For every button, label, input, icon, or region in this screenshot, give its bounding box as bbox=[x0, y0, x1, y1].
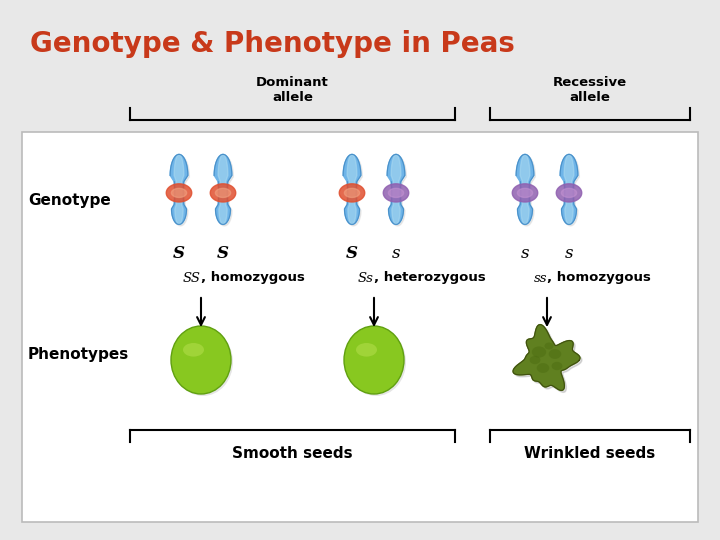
Ellipse shape bbox=[532, 346, 546, 357]
Ellipse shape bbox=[356, 343, 377, 356]
Polygon shape bbox=[562, 188, 577, 198]
Text: Dominant
allele: Dominant allele bbox=[256, 76, 329, 104]
Text: , heterozygous: , heterozygous bbox=[374, 272, 486, 285]
Ellipse shape bbox=[344, 326, 404, 394]
Text: S: S bbox=[173, 245, 185, 261]
Text: Smooth seeds: Smooth seeds bbox=[232, 446, 353, 461]
Text: , homozygous: , homozygous bbox=[547, 272, 651, 285]
Text: Ss: Ss bbox=[358, 272, 374, 285]
Text: Genotype & Phenotype in Peas: Genotype & Phenotype in Peas bbox=[30, 30, 515, 58]
Polygon shape bbox=[520, 154, 530, 225]
Polygon shape bbox=[387, 154, 405, 225]
Ellipse shape bbox=[183, 343, 204, 356]
Polygon shape bbox=[389, 156, 406, 226]
Text: Genotype: Genotype bbox=[28, 192, 111, 207]
Polygon shape bbox=[560, 154, 578, 225]
Polygon shape bbox=[171, 188, 186, 198]
Polygon shape bbox=[174, 154, 184, 225]
Polygon shape bbox=[170, 154, 188, 225]
FancyBboxPatch shape bbox=[22, 132, 698, 522]
Text: s: s bbox=[521, 245, 529, 261]
Polygon shape bbox=[564, 154, 574, 225]
Text: ss: ss bbox=[534, 272, 547, 285]
Polygon shape bbox=[388, 188, 404, 198]
Polygon shape bbox=[214, 154, 232, 225]
Ellipse shape bbox=[530, 356, 541, 364]
Polygon shape bbox=[515, 327, 582, 393]
Polygon shape bbox=[512, 184, 538, 202]
Text: S: S bbox=[217, 245, 229, 261]
Text: s: s bbox=[564, 245, 573, 261]
Ellipse shape bbox=[171, 326, 231, 394]
Ellipse shape bbox=[544, 342, 554, 349]
Text: , homozygous: , homozygous bbox=[201, 272, 305, 285]
Polygon shape bbox=[516, 154, 534, 225]
Polygon shape bbox=[557, 184, 582, 202]
Polygon shape bbox=[391, 154, 401, 225]
Polygon shape bbox=[518, 188, 533, 198]
Polygon shape bbox=[218, 154, 228, 225]
Polygon shape bbox=[562, 156, 580, 226]
Ellipse shape bbox=[536, 363, 549, 373]
Text: Wrinkled seeds: Wrinkled seeds bbox=[524, 446, 656, 461]
Ellipse shape bbox=[552, 362, 562, 370]
Polygon shape bbox=[383, 184, 409, 202]
Polygon shape bbox=[513, 325, 580, 390]
Polygon shape bbox=[215, 188, 230, 198]
Text: SS: SS bbox=[183, 272, 201, 285]
Text: Recessive
allele: Recessive allele bbox=[553, 76, 627, 104]
Polygon shape bbox=[343, 154, 361, 225]
Polygon shape bbox=[171, 156, 189, 226]
Polygon shape bbox=[339, 184, 365, 202]
Text: Phenotypes: Phenotypes bbox=[28, 348, 130, 362]
Text: S: S bbox=[346, 245, 358, 261]
Ellipse shape bbox=[173, 328, 233, 396]
Ellipse shape bbox=[549, 349, 562, 359]
Polygon shape bbox=[344, 188, 360, 198]
Polygon shape bbox=[347, 154, 357, 225]
Ellipse shape bbox=[346, 328, 406, 396]
Polygon shape bbox=[345, 156, 362, 226]
Polygon shape bbox=[216, 156, 233, 226]
Polygon shape bbox=[518, 156, 536, 226]
Polygon shape bbox=[210, 184, 235, 202]
Polygon shape bbox=[166, 184, 192, 202]
Text: s: s bbox=[392, 245, 400, 261]
